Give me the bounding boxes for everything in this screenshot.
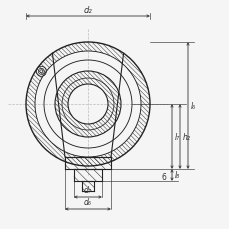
Text: d₇: d₇ bbox=[84, 186, 92, 195]
Text: d₂: d₂ bbox=[83, 5, 92, 14]
Text: l₇: l₇ bbox=[174, 132, 179, 141]
Text: l₆: l₆ bbox=[190, 101, 195, 111]
Text: 6: 6 bbox=[161, 173, 166, 182]
Text: h₂: h₂ bbox=[182, 132, 190, 141]
Text: d₆: d₆ bbox=[84, 198, 92, 207]
Text: l₈: l₈ bbox=[174, 171, 179, 180]
